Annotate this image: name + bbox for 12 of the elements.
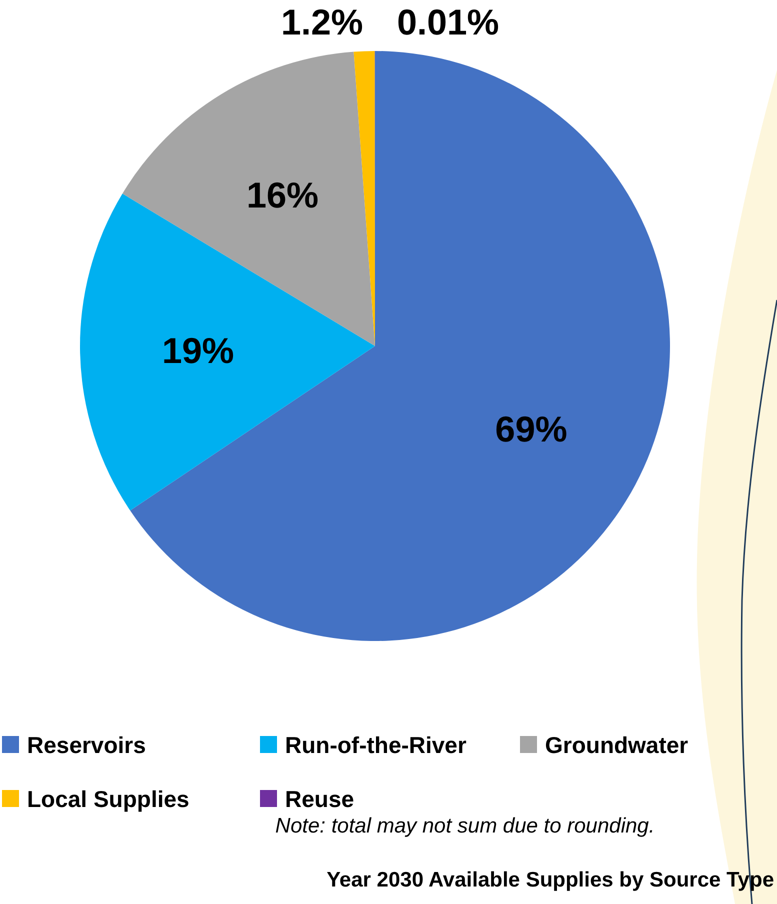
data-label: 19% (162, 330, 234, 371)
data-label: 0.01% (396, 2, 500, 42)
pie-slice (130, 51, 670, 641)
legend-label: Reservoirs (27, 732, 146, 758)
data-label: 16% (246, 174, 319, 216)
text: Note: total may not sum due to rounding. (275, 814, 655, 838)
legend-label: Run-of-the-River (285, 732, 466, 758)
legend-label: Reuse (285, 786, 354, 812)
data-label: 1.2% (280, 2, 364, 42)
legend-label: Groundwater (545, 732, 688, 758)
legend-label: Local Supplies (27, 786, 190, 812)
data-label: 69% (495, 408, 568, 450)
